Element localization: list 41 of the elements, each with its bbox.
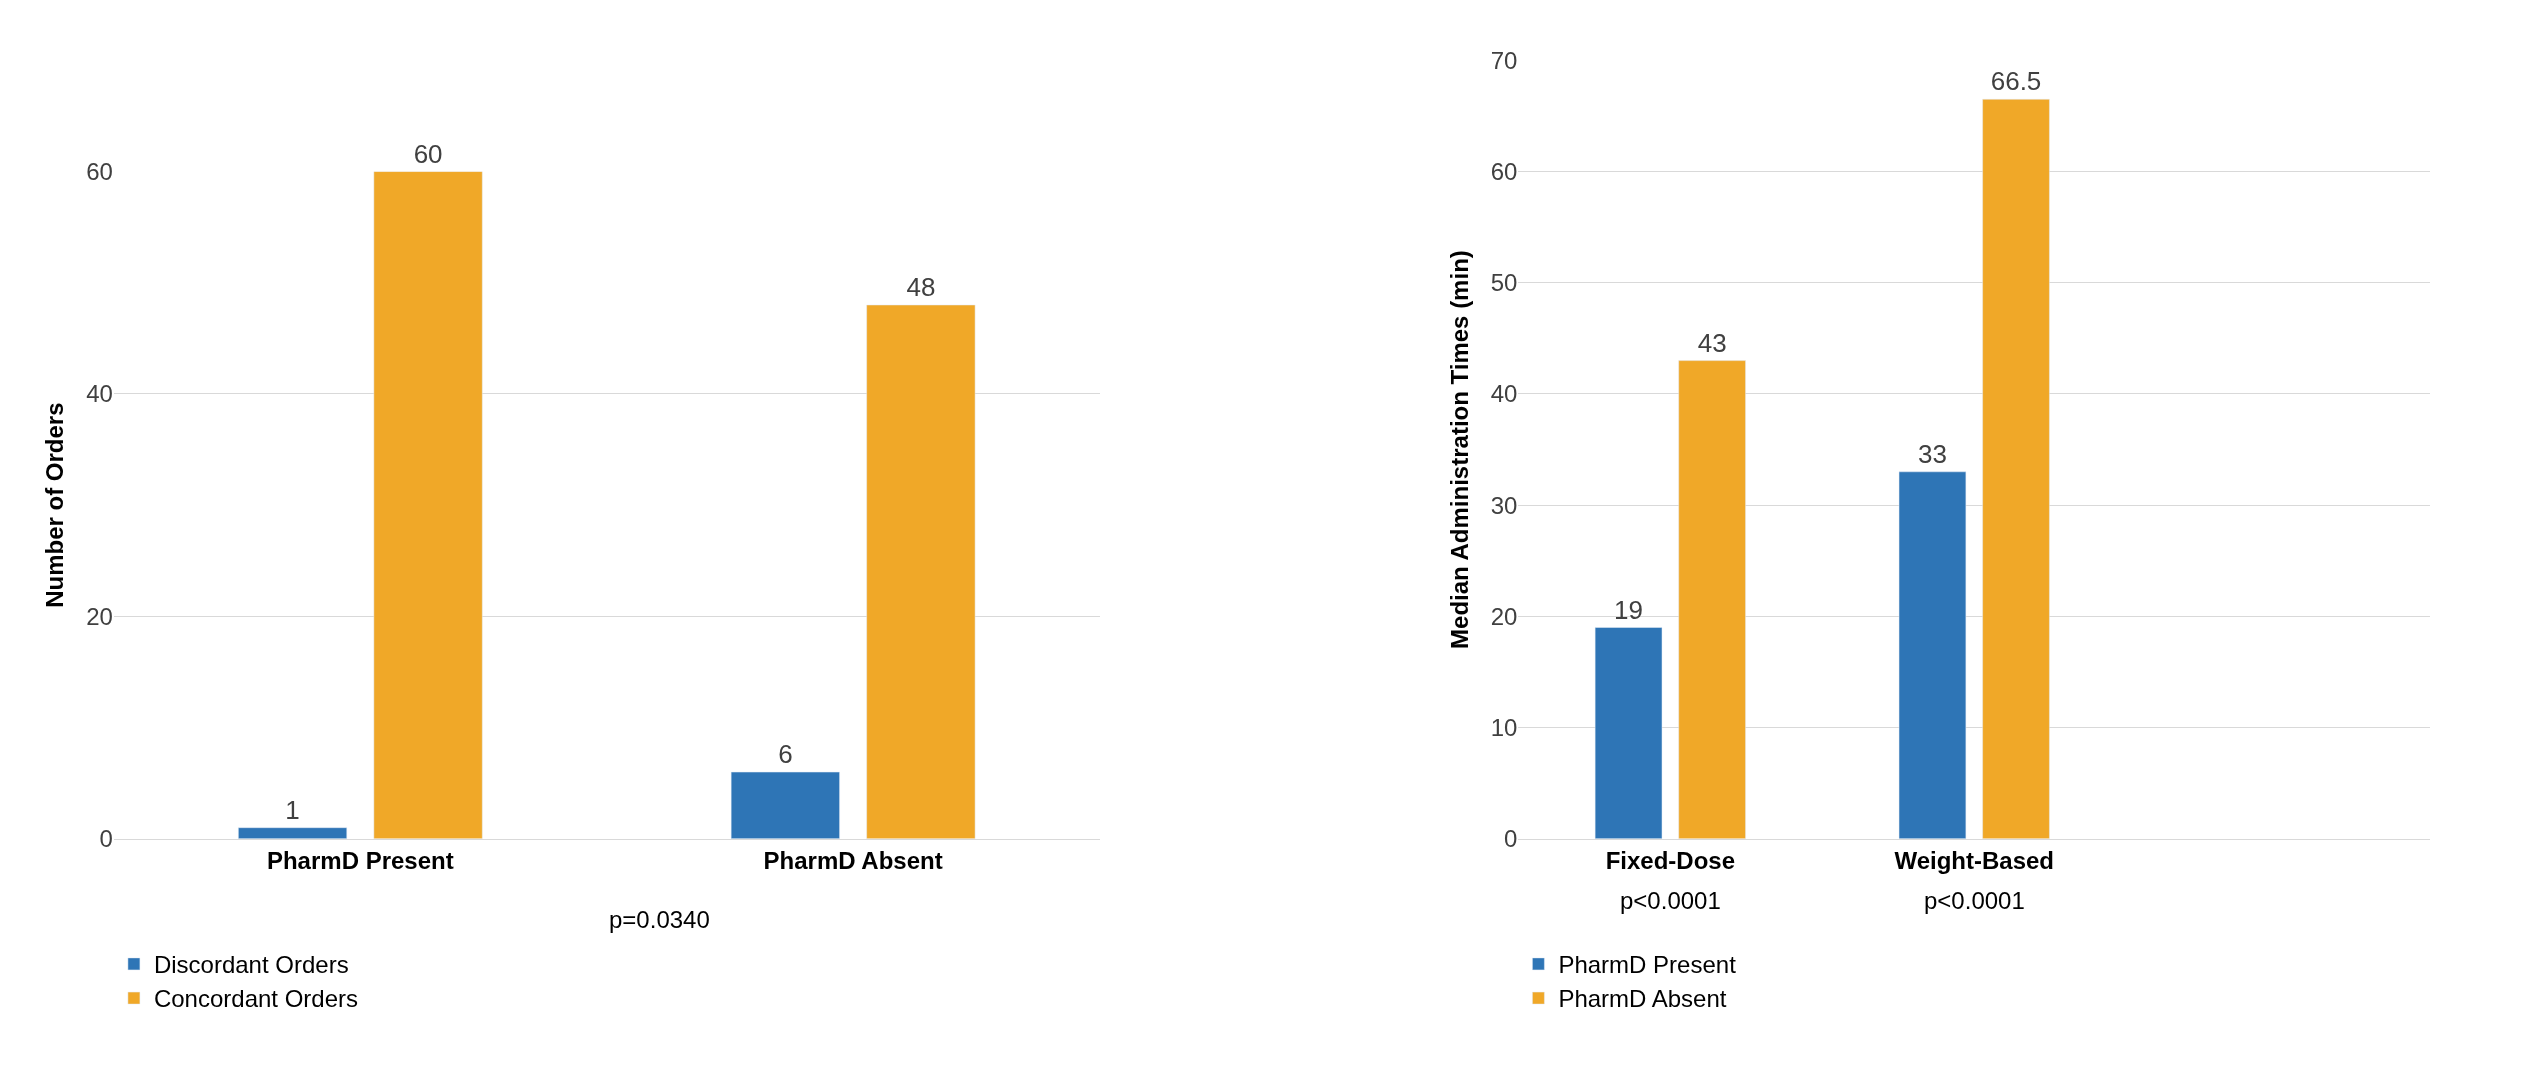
bar (1594, 627, 1663, 839)
data-label: 33 (1917, 438, 1947, 469)
y-tick-label: 0 (1504, 825, 1518, 853)
data-label: 66.5 (1990, 66, 2042, 97)
y-tick-label: 50 (1490, 269, 1518, 297)
legend-label: PharmD Absent (1558, 985, 1727, 1013)
y-tick-label: 10 (1490, 713, 1518, 741)
legend-label: Concordant Orders (153, 985, 359, 1013)
legend-label: Discordant Orders (153, 951, 349, 979)
bar (1898, 471, 1967, 839)
y-tick-label: 20 (86, 602, 113, 630)
y-tick-label: 60 (1490, 157, 1518, 185)
y-tick-label: 0 (99, 825, 113, 853)
bar (1982, 99, 2050, 839)
bar (730, 771, 840, 839)
x-tick-label: Fixed-Dose (1605, 846, 1736, 874)
y-tick-label: 60 (86, 157, 113, 185)
data-label: 19 (1614, 594, 1644, 625)
legend-label: PharmD Present (1558, 951, 1737, 979)
data-label: 48 (906, 271, 936, 302)
text: p<0.0001 (1620, 887, 1721, 914)
y-axis-title: Median Administration Times (min) (1445, 250, 1473, 649)
bar (373, 171, 483, 839)
x-tick-label: Weight-Based (1894, 846, 2055, 874)
y-tick-label: 30 (1490, 491, 1518, 519)
data-label: 1 (285, 794, 300, 825)
bar (1678, 360, 1746, 839)
y-tick-label: 70 (1490, 46, 1518, 74)
text: p<0.0001 (1924, 887, 2025, 914)
y-tick-label: 20 (1490, 602, 1518, 630)
y-tick-label: 40 (1490, 380, 1518, 408)
x-tick-label: PharmD Absent (763, 846, 943, 874)
bar (866, 304, 976, 839)
bar (238, 827, 348, 839)
text: p=0.0340 (609, 906, 710, 933)
data-label: 43 (1697, 327, 1727, 358)
y-tick-label: 40 (86, 380, 113, 408)
data-label: 6 (778, 739, 793, 770)
x-tick-label: PharmD Present (266, 846, 454, 874)
y-axis-title: Number of Orders (41, 402, 69, 608)
data-label: 60 (413, 138, 443, 169)
